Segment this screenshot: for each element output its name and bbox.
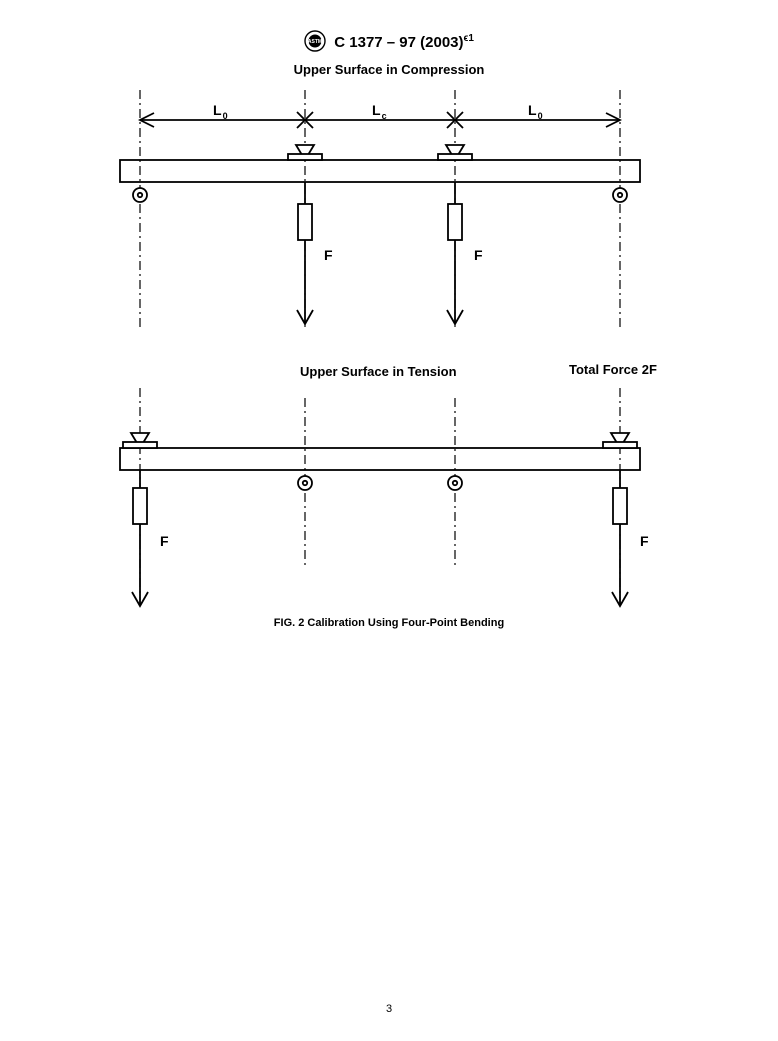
total-force-label: Total Force 2F	[569, 362, 657, 377]
dim-label-L0: L0	[213, 102, 228, 121]
dim-label-L0: L0	[528, 102, 543, 121]
diagram-compression: L0 Lc L0 F F	[100, 80, 660, 340]
hanging-weight	[612, 470, 628, 606]
diagram-tension: F F	[100, 388, 660, 618]
astm-logo-icon: ASTM	[304, 30, 326, 56]
figure-caption: FIG. 2 Calibration Using Four-Point Bend…	[0, 617, 778, 629]
knife-edge-icon	[288, 145, 322, 160]
standard-number: C 1377 – 97 (2003)	[334, 34, 463, 51]
roller-icon	[448, 476, 462, 490]
page-number: 3	[0, 1003, 778, 1015]
force-label: F	[474, 247, 483, 263]
hanging-weight	[132, 470, 148, 606]
knife-edge-icon	[123, 433, 157, 448]
page-header: ASTM C 1377 – 97 (2003)ϵ1	[0, 30, 778, 56]
epsilon-superscript: ϵ1	[464, 33, 474, 44]
force-label: F	[640, 533, 649, 549]
dim-label-Lc: Lc	[372, 102, 387, 121]
beam	[120, 448, 640, 470]
roller-icon	[613, 188, 627, 202]
diagram2-title: Upper Surface in Tension	[300, 364, 457, 379]
roller-icon	[133, 188, 147, 202]
knife-edge-icon	[603, 433, 637, 448]
page: ASTM C 1377 – 97 (2003)ϵ1 Upper Surface …	[0, 0, 778, 1041]
knife-edge-icon	[438, 145, 472, 160]
svg-text:ASTM: ASTM	[308, 39, 322, 45]
hanging-weight	[447, 182, 463, 324]
force-label: F	[324, 247, 333, 263]
roller-icon	[298, 476, 312, 490]
diagram1-title: Upper Surface in Compression	[0, 62, 778, 77]
force-label: F	[160, 533, 169, 549]
hanging-weight	[297, 182, 313, 324]
beam	[120, 160, 640, 182]
